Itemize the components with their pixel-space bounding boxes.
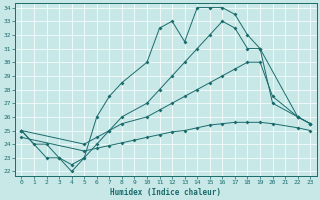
X-axis label: Humidex (Indice chaleur): Humidex (Indice chaleur) bbox=[110, 188, 221, 197]
